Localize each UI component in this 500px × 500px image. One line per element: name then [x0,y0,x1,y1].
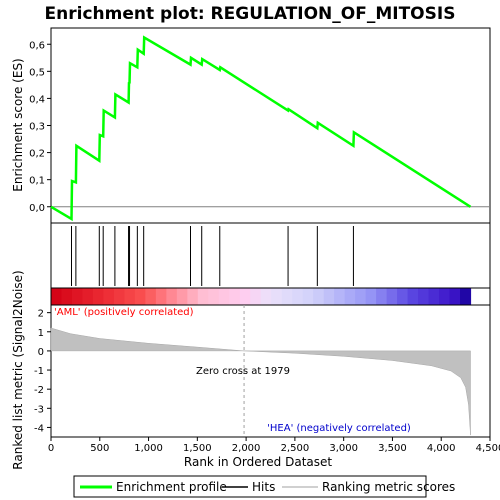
legend-label-enrichment-profile: Enrichment profile [116,480,227,494]
x-tick-label: 4,000 [427,443,456,454]
color-bar-segment [250,288,262,305]
positive-correlation-label: 'AML' (positively correlated) [54,307,194,318]
legend-item-enrichment-profile: Enrichment profile [80,480,227,494]
legend-box [73,475,427,498]
x-tick-label: 3,000 [329,443,358,454]
ranked-panel-frame [50,304,491,438]
es-y-ticks: 0,0 0,1 0,2 0,3 0,4 0,5 0,6 [29,40,51,214]
es-y-axis-label: Enrichment score (ES) [11,58,25,191]
hits-panel-frame [50,222,491,289]
color-bar-segment [323,288,335,305]
legend-label-hits: Hits [252,480,275,494]
color-bar-segment [124,288,136,305]
color-bar-segment [103,288,115,305]
color-bar-segment [218,288,230,305]
color-bar-segment [281,288,293,305]
color-bar-segment [449,288,461,305]
ranking-metric-area [50,327,471,436]
color-bar-segment [271,288,283,305]
color-bar-segment [134,288,146,305]
color-bar-segment [197,288,209,305]
es-y-tick-label: 0,3 [29,122,45,133]
color-bar-segment [334,288,346,305]
x-tick-label: 1,000 [134,443,163,454]
ranked-y-tick-label: -3 [34,404,44,415]
color-bar-segment [229,288,241,305]
color-bar-segment [82,288,94,305]
color-bar-segment [113,288,126,305]
es-y-tick-label: 0,1 [29,176,45,187]
color-bar-segment [313,288,325,305]
color-bar-segment [439,288,451,305]
color-bar-segment [365,288,377,305]
enrichment-profile-line [50,35,472,222]
color-bar-segment [145,288,157,305]
ranked-y-axis-label: Ranked list metric (Signal2Noise) [11,270,25,469]
color-bar-segment [302,288,314,305]
ranked-y-tick-label: 2 [38,309,44,320]
es-y-tick-label: 0,2 [29,149,45,160]
color-bar-segment [61,288,73,305]
legend-label-ranking-metric-scores: Ranking metric scores [322,480,455,494]
color-bar-segment [397,288,409,305]
es-y-tick-label: 0,5 [29,67,45,78]
es-y-tick-label: 0,0 [29,203,45,214]
color-bar-segment [260,288,272,305]
ranked-y-ticks: 2 1 0 -1 -2 -3 -4 [34,309,51,434]
x-tick-label: 2,500 [281,443,310,454]
x-tick-label: 4,500 [476,443,500,454]
color-bar-segment [428,288,440,305]
color-bar-segment [344,288,356,305]
color-bar-segment [355,288,367,305]
ranking-color-bar [51,288,472,305]
color-bar-segment [460,288,472,305]
color-bar-segment [418,288,430,305]
zero-cross-label: Zero cross at 1979 [196,366,290,377]
es-y-tick-label: 0,4 [29,94,45,105]
ranked-y-tick-label: -1 [34,366,44,377]
color-bar-segment [407,288,419,305]
x-tick-label: 2,000 [232,443,261,454]
hit-markers [70,226,354,286]
x-tick-label: 3,500 [378,443,407,454]
x-ticks: 0 500 1,000 1,500 2,000 2,500 3,000 3,500 4,000 4… [48,437,500,454]
color-bar-segment [51,288,63,305]
color-bar-segment [71,288,84,305]
x-tick-label: 500 [90,443,109,454]
color-bar-segment [92,288,105,305]
color-bar-segment [166,288,178,305]
color-bar-segment [176,288,188,305]
x-tick-label: 0 [48,443,54,454]
color-bar-segment [386,288,398,305]
ranked-y-tick-label: -4 [34,423,44,434]
ranked-y-tick-label: 0 [38,347,44,358]
es-y-tick-label: 0,6 [29,40,45,51]
x-tick-label: 1,500 [183,443,212,454]
ranked-y-tick-label: -2 [34,385,44,396]
ranked-y-tick-label: 1 [38,328,44,339]
color-bar-segment [292,288,304,305]
color-bar-segment [208,288,220,305]
color-bar-segment [187,288,199,305]
legend-item-ranking-metric-scores: Ranking metric scores [282,480,455,494]
legend-item-hits: Hits [222,480,275,494]
x-axis-label: Rank in Ordered Dataset [184,455,332,469]
color-bar-segment [239,288,251,305]
negative-correlation-label: 'HEA' (negatively correlated) [267,423,411,434]
color-bar-segment [155,288,167,305]
es-panel-frame [50,27,491,224]
color-bar-segment [376,288,388,305]
chart-title: Enrichment plot: REGULATION_OF_MITOSIS [45,4,456,24]
